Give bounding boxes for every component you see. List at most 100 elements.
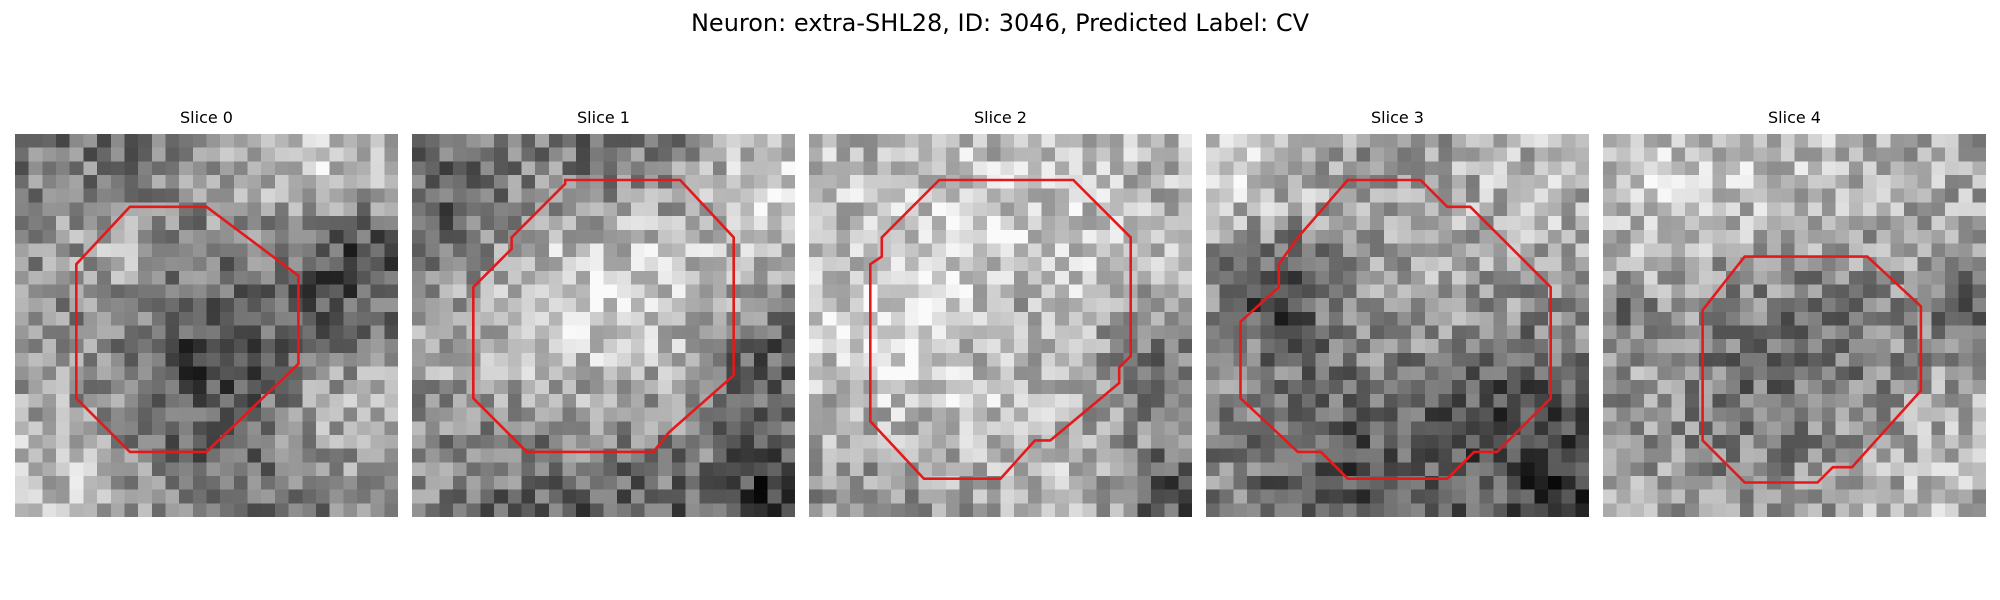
pixel [753,298,769,313]
pixel [1164,325,1179,340]
pixel [412,229,427,245]
pixel [1479,284,1494,299]
pixel [1247,134,1262,149]
pixel [891,503,906,517]
pixel [1356,202,1371,217]
pixel [110,489,126,504]
pixel [1917,147,1932,162]
pixel [1561,448,1576,463]
pixel [726,393,741,409]
pixel [1329,311,1344,327]
pixel [1821,503,1837,517]
pixel [809,216,824,231]
pixel [1041,366,1056,381]
pixel [206,243,221,258]
pixel [822,161,837,176]
pixel [192,475,208,491]
pixel [1780,270,1796,286]
pixel [617,284,632,299]
pixel [1329,462,1344,477]
pixel [1903,434,1919,450]
pixel [1808,270,1823,286]
pixel [1356,284,1371,299]
pixel [1808,352,1823,368]
pixel [1288,475,1303,491]
pixel [891,393,906,409]
pixel [986,339,1002,354]
pixel [1712,366,1727,381]
pixel [630,161,646,176]
pixel [1903,311,1919,327]
pixel [247,448,262,463]
pixel [945,284,961,299]
pixel [329,475,344,491]
pixel [548,421,564,436]
pixel [1780,311,1796,327]
pixel [1547,462,1563,477]
pixel [1534,462,1549,477]
pixel [1780,134,1796,149]
pixel [1493,147,1508,162]
pixel [138,134,153,149]
pixel [1849,243,1864,258]
pixel [261,352,276,368]
pixel [1247,380,1262,395]
pixel [1288,311,1303,327]
pixel [1685,147,1700,162]
pixel [1356,366,1371,381]
pixel [1534,503,1549,517]
pixel [603,366,618,381]
pixel [932,202,947,217]
pixel [206,339,221,354]
pixel [1164,311,1179,327]
pixel [1424,229,1440,245]
pixel [781,503,795,517]
pixel [918,175,933,190]
pixel [1342,489,1358,504]
pixel [1849,216,1864,231]
pixel [630,257,646,272]
pixel [1849,147,1864,162]
pixel [261,311,276,327]
pixel [124,188,139,203]
pixel [1862,352,1878,368]
pixel [1356,393,1371,409]
pixel [535,202,550,217]
pixel [1644,257,1659,272]
pixel [83,229,98,245]
pixel [1561,489,1576,504]
pixel [1424,134,1440,149]
pixel [1835,366,1850,381]
pixel [370,434,385,450]
pixel [1603,339,1618,354]
pixel [1630,448,1645,463]
pixel [42,462,57,477]
pixel [535,147,550,162]
pixel [1739,175,1755,190]
pixel [56,421,71,436]
pixel [1109,475,1125,491]
pixel [343,188,358,203]
pixel [1150,503,1166,517]
pixel [1055,270,1070,286]
pixel [1342,339,1358,354]
pixel [1931,243,1946,258]
pixel [261,421,276,436]
pixel [453,175,468,190]
pixel [1712,489,1727,504]
pixel [1603,475,1618,491]
pixel [1438,339,1453,354]
pixel [1739,339,1755,354]
pixel [767,257,782,272]
pixel [1794,257,1809,272]
pixel [425,489,440,504]
pixel [1534,229,1549,245]
pixel [1876,311,1891,327]
pixel [1438,462,1453,477]
pixel [165,380,180,395]
pixel [288,175,303,190]
pixel [206,216,221,231]
pixel [535,298,550,313]
pixel [1301,188,1317,203]
pixel [1849,421,1864,436]
